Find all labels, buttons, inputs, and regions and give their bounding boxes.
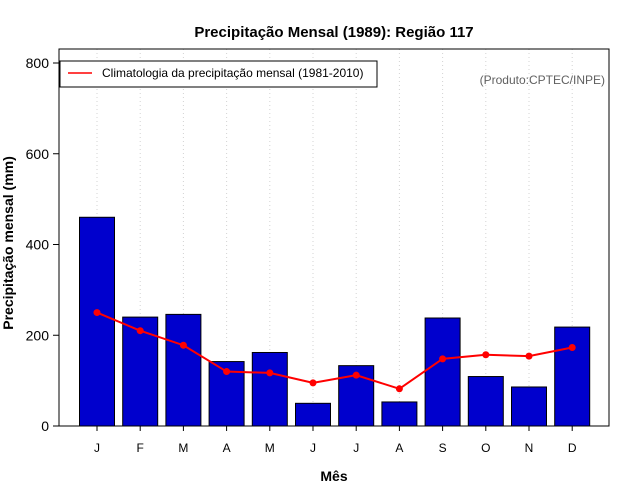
legend-box — [59, 60, 378, 88]
bar-5 — [251, 351, 288, 427]
y-axis-title: Precipitação mensal (mm) — [0, 156, 16, 330]
bar-9 — [424, 317, 461, 427]
x-tick-label-3: M — [178, 441, 188, 455]
x-tick-label-5: M — [265, 441, 275, 455]
y-tick-label-400: 400 — [26, 237, 50, 253]
climatology-point-5 — [266, 369, 274, 377]
climatology-point-12 — [568, 344, 576, 352]
bar-12 — [554, 326, 591, 427]
bar-6 — [295, 402, 331, 427]
bar-11 — [511, 386, 547, 427]
legend: Climatologia da precipitação mensal (198… — [59, 60, 378, 88]
plot-frame — [58, 48, 610, 427]
climatology-point-3 — [179, 341, 187, 349]
y-tick-label-0: 0 — [41, 418, 49, 434]
climatology-line — [96, 311, 573, 390]
climatology-point-2 — [136, 327, 144, 335]
x-tick-label-8: A — [395, 441, 403, 455]
climatology-point-1 — [93, 309, 101, 317]
x-tick-label-11: N — [525, 441, 534, 455]
x-tick-label-7: J — [353, 441, 359, 455]
x-tick-label-12: D — [568, 441, 577, 455]
y-tick-label-800: 800 — [26, 55, 50, 71]
y-tick-label-600: 600 — [26, 146, 50, 162]
grid-lines — [96, 49, 573, 426]
bar-8 — [381, 401, 418, 427]
x-tick-label-2: F — [137, 441, 144, 455]
climatology-point-11 — [525, 352, 533, 360]
chart-title: Precipitação Mensal (1989): Região 117 — [194, 24, 473, 41]
climatology-point-8 — [395, 385, 403, 393]
x-tick-label-10: O — [481, 441, 490, 455]
y-axis: 0 200 400 600 800 — [26, 55, 59, 434]
bar-10 — [467, 376, 504, 427]
bar-1 — [79, 216, 115, 427]
x-axis-title: Mês — [320, 468, 347, 484]
legend-label: Climatologia da precipitação mensal (198… — [102, 66, 363, 80]
bar-series — [79, 216, 591, 427]
credit-annotation: (Produto:CPTEC/INPE) — [480, 73, 605, 87]
climatology-point-10 — [482, 351, 490, 359]
climatology-point-7 — [352, 371, 360, 379]
y-tick-label-200: 200 — [26, 327, 50, 343]
climatology-series — [93, 309, 576, 393]
x-tick-label-6: J — [310, 441, 316, 455]
climatology-point-4 — [223, 368, 231, 376]
x-tick-label-4: A — [223, 441, 231, 455]
bar-3 — [165, 313, 202, 427]
climatology-point-6 — [309, 379, 317, 387]
x-tick-label-9: S — [439, 441, 447, 455]
climatology-point-9 — [439, 355, 447, 363]
x-tick-label-1: J — [94, 441, 100, 455]
